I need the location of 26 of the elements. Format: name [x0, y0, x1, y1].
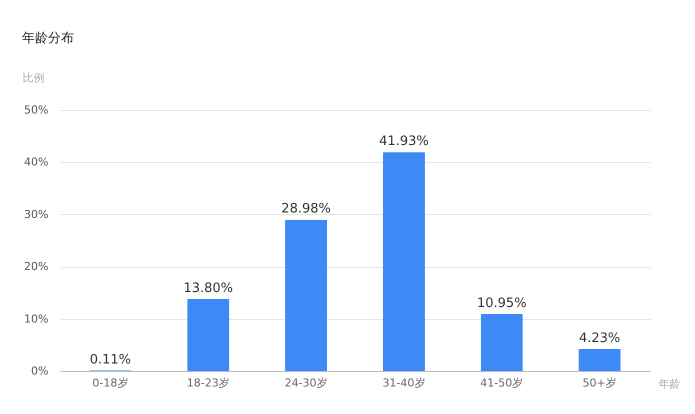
y-tick-label: 30%	[24, 208, 48, 221]
y-tick-label: 0%	[31, 364, 48, 378]
data-label: 0.11%	[90, 352, 132, 368]
x-tick-label: 41-50岁	[480, 376, 524, 390]
y-tick-label: 50%	[24, 104, 48, 116]
y-tick-label: 20%	[24, 260, 48, 274]
x-tick-label: 24-30岁	[284, 376, 328, 390]
data-label: 4.23%	[578, 330, 620, 346]
bar	[187, 298, 230, 371]
x-tick-label: 0-18岁	[92, 376, 128, 390]
bar	[382, 152, 425, 371]
bar	[480, 314, 523, 371]
bar	[578, 348, 621, 371]
data-label: 13.80%	[183, 280, 234, 296]
x-tick-label: 50+岁	[582, 376, 617, 390]
chart-title: 年龄分布	[22, 31, 74, 46]
y-tick-label: 10%	[24, 312, 48, 326]
x-axis-title: 年龄	[658, 378, 680, 390]
x-tick-label: 18-23岁	[186, 376, 230, 390]
y-axis-title: 比例	[22, 72, 44, 84]
bar	[285, 220, 328, 371]
x-tick-label: 31-40岁	[382, 376, 426, 390]
y-tick-label: 40%	[24, 156, 48, 169]
data-label: 41.93%	[379, 134, 429, 150]
data-label: 28.98%	[281, 202, 331, 217]
data-label: 10.95%	[476, 296, 527, 311]
